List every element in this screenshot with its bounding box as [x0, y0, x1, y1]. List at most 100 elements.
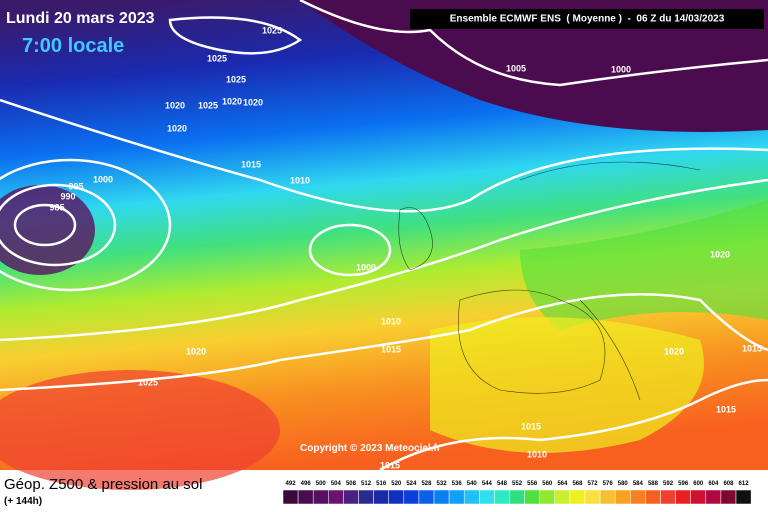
scale-label: 564: [557, 481, 568, 487]
scale-label: 508: [346, 481, 357, 487]
low-height-area: [300, 0, 768, 132]
scale-label: 540: [467, 481, 478, 487]
isobar-label: 1015: [742, 343, 762, 353]
scale-swatch: [373, 489, 389, 505]
isobar-label: 1020: [186, 346, 206, 356]
scale-label: 600: [693, 481, 704, 487]
isobar-label: 1025: [262, 25, 282, 35]
scale-swatch: [584, 489, 601, 505]
scale-label: 528: [421, 481, 432, 487]
isobar-label: 985: [49, 202, 64, 212]
isobar-label: 1020: [222, 96, 242, 106]
scale-label: 552: [512, 481, 523, 487]
isobar-label: 1005: [506, 63, 526, 73]
scale-label: 588: [648, 481, 659, 487]
scale-swatch: [388, 489, 405, 505]
scale-swatch: [448, 489, 465, 505]
scale-swatch: [660, 489, 676, 505]
isobar-label: 1025: [207, 53, 227, 63]
scale-label: 512: [361, 481, 372, 487]
scale-swatch: [479, 489, 495, 505]
scale-label: 604: [708, 481, 719, 487]
scale-swatch: [705, 489, 722, 505]
isobar-label: 995: [68, 181, 83, 191]
green-area: [520, 200, 768, 330]
isobar-label: 1025: [198, 100, 218, 110]
scale-swatch: [720, 489, 737, 505]
coastlines: [398, 161, 701, 401]
scale-label: 536: [452, 481, 463, 487]
scale-label: 596: [678, 481, 689, 487]
scale-swatch: [569, 489, 586, 505]
scale-label: 544: [482, 481, 493, 487]
isobar-label: 1010: [527, 449, 547, 459]
scale-label: 516: [376, 481, 387, 487]
scale-label: 560: [542, 481, 553, 487]
scale-swatch: [690, 489, 707, 505]
scale-label: 572: [588, 481, 599, 487]
isobar-label: 1015: [716, 404, 736, 414]
isobar-label: 1020: [243, 97, 263, 107]
scale-label: 500: [316, 481, 327, 487]
scale-swatch: [418, 489, 435, 505]
scale-swatch: [358, 489, 374, 505]
scale-swatch: [328, 489, 344, 505]
scale-swatch: [554, 489, 571, 505]
scale-label: 496: [301, 481, 312, 487]
yellow-area: [430, 317, 704, 453]
scale-label: 548: [497, 481, 508, 487]
color-scale: 492 496 500 504 508 512 516 520 524 528 532 536 540 5…: [282, 481, 752, 505]
scale-swatch: [524, 489, 540, 505]
scale-label: 592: [663, 481, 674, 487]
scale-swatch: [494, 489, 510, 505]
scale-swatch: [282, 489, 299, 505]
isobar-label: 1015: [241, 159, 261, 169]
scale-swatch: [675, 489, 691, 505]
model-title: Ensemble ECMWF ENS ( Moyenne ) - 06 Z du…: [450, 14, 725, 25]
scale-swatch: [630, 489, 646, 505]
isobar-label: 1000: [611, 64, 631, 74]
scale-label: 608: [723, 481, 734, 487]
isobar-label: 1010: [381, 316, 401, 326]
isobar-label: 1025: [226, 74, 246, 84]
scale-label: 580: [618, 481, 629, 487]
isobar-label: 990: [60, 191, 75, 201]
isobar-label: 1015: [521, 421, 541, 431]
scale-label: 520: [391, 481, 402, 487]
isobar-label: 1025: [138, 377, 158, 387]
scale-swatch: [297, 489, 314, 505]
scale-swatch: [312, 489, 329, 505]
scale-label: 532: [437, 481, 448, 487]
isobar-label: 1000: [93, 174, 113, 184]
isobar-label: 1020: [165, 100, 185, 110]
model-box: [410, 9, 764, 29]
scale-label: 568: [572, 481, 583, 487]
scale-label: 492: [286, 481, 297, 487]
depression: [0, 185, 95, 275]
scale-swatch: [463, 489, 480, 505]
scale-swatch: [509, 489, 525, 505]
scale-swatch: [614, 489, 631, 505]
isobar-label: 1015: [380, 460, 400, 470]
scale-label: 556: [527, 481, 538, 487]
scale-swatch: [645, 489, 661, 505]
scale-swatch: [735, 489, 752, 505]
scale-label: 524: [406, 481, 417, 487]
local-time: 7:00 locale: [22, 35, 124, 57]
scale-swatch: [343, 489, 359, 505]
date: Lundi 20 mars 2023: [6, 10, 155, 27]
isobar-lines: [0, 0, 768, 470]
isobar-label: 1020: [167, 123, 187, 133]
isobar-label: 1000: [356, 262, 376, 272]
isobar-label: 1015: [381, 344, 401, 354]
copyright: Copyright © 2023 Meteociel.fr: [300, 443, 441, 454]
isobar-label: 1020: [710, 249, 730, 259]
isobar-label: 1020: [664, 346, 684, 356]
scale-label: 584: [633, 481, 644, 487]
isobar-label: 1010: [290, 175, 310, 185]
scale-label: 612: [739, 481, 750, 487]
scale-swatch: [599, 489, 616, 505]
scale-label: 504: [331, 481, 342, 487]
